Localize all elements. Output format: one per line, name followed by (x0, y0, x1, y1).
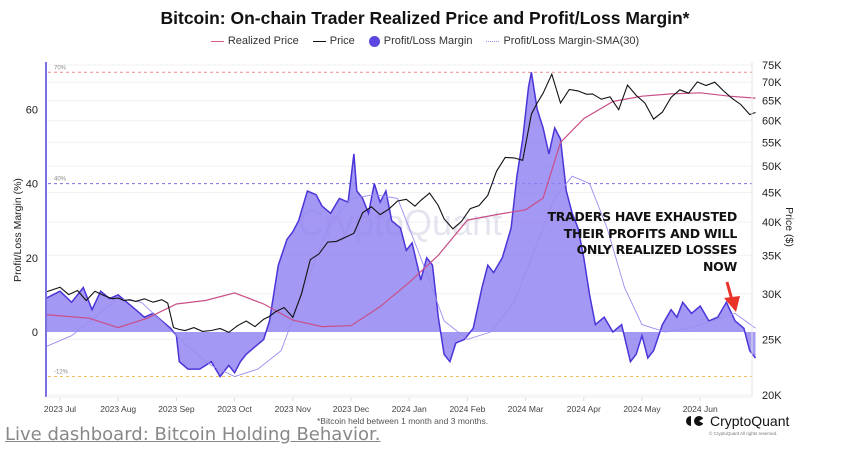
legend-item-sma30[interactable]: Profit/Loss Margin-SMA(30) (486, 35, 639, 47)
cryptoquant-logo-icon (686, 416, 704, 426)
annotation-line: TRADERS HAVE EXHAUSTED (547, 209, 738, 224)
y-right-tick-label: 55K (762, 137, 782, 149)
legend-label-profit-loss-margin: Profit/Loss Margin (383, 35, 473, 47)
y-right-tick-label: 65K (762, 96, 782, 108)
y-right-tick-label: 60K (762, 116, 782, 128)
x-tick-label: 2023 Dec (333, 404, 370, 414)
y-right-tick-label: 45K (762, 188, 782, 200)
annotation-line: NOW (703, 258, 737, 274)
annotation-line: THEIR PROFITS AND WILL (563, 225, 738, 241)
chart-title: Bitcoin: On-chain Trader Realized Price … (160, 8, 690, 28)
x-tick-label: 2023 Sep (158, 404, 195, 414)
chart-annotation: TRADERS HAVE EXHAUSTED THEIR PROFITS AND… (537, 209, 738, 275)
x-tick-label: 2023 Aug (100, 404, 136, 414)
x-tick-label: 2024 May (623, 404, 661, 414)
reference-line-label: -12% (54, 370, 69, 376)
legend-swatch-profit-loss-margin (368, 35, 380, 47)
y-left-tick-label: 20 (26, 253, 38, 265)
realized-price-line (45, 92, 756, 329)
y-right-axis-title: Price ($) (783, 207, 795, 247)
legend-item-profit-loss-margin[interactable]: Profit/Loss Margin (368, 35, 473, 47)
y-left-tick-label: 0 (32, 327, 38, 339)
annotation-arrow (724, 281, 740, 312)
x-tick-label: 2024 Feb (449, 404, 485, 414)
legend-swatch-sma30 (486, 40, 500, 42)
arrow-head-icon (724, 296, 740, 312)
reference-line-label: 40% (54, 177, 67, 183)
x-tick-label: 2024 Jan (392, 404, 427, 414)
legend-item-realized-price[interactable]: Realized Price (210, 35, 299, 47)
footnote: *Bitcoin held between 1 month and 3 mont… (317, 416, 489, 426)
copyright: © CryptoQuant All rights reserved. (709, 431, 778, 436)
x-tick-label: 2024 Apr (567, 404, 601, 414)
cryptoquant-logo: CryptoQuant (686, 413, 789, 429)
x-tick-label: 2023 Jul (44, 404, 76, 414)
grid-lines (46, 64, 752, 396)
y-left-tick-label: 60 (26, 104, 38, 116)
x-tick-label: 2024 Mar (508, 404, 544, 414)
x-tick-label: 2024 Jun (683, 404, 718, 414)
y-right-tick-label: 35K (762, 250, 782, 262)
arrow-shaft (725, 281, 734, 301)
sma30-line (45, 175, 756, 377)
y-right-tick-label: 20K (762, 390, 782, 402)
legend-swatch-realized-price (210, 40, 224, 42)
legend-label-sma30: Profit/Loss Margin-SMA(30) (503, 35, 640, 47)
legend-item-price[interactable]: Price (312, 35, 355, 47)
y-left-tick-label: 40 (26, 179, 38, 191)
reference-line-label: 70% (54, 65, 67, 71)
x-tick-label: 2023 Nov (275, 404, 312, 414)
y-right-tick-label: 50K (762, 161, 782, 173)
reference-lines: 70% 40% -12% (48, 65, 752, 378)
legend-swatch-price (312, 40, 326, 42)
axes: 0 20 40 60 20K 25K 30K 35K 40K 45K 50K 55K 60K 65K 70K… (12, 60, 795, 414)
profit-loss-area (45, 72, 756, 377)
y-right-tick-label: 40K (762, 217, 782, 229)
y-right-tick-label: 70K (762, 77, 782, 89)
price-line (45, 72, 756, 334)
annotation-line: ONLY REALIZED LOSSES (576, 242, 738, 257)
chart-legend: Realized Price Price Profit/Loss Margin … (0, 35, 850, 47)
live-dashboard-link[interactable]: Live dashboard: Bitcoin Holding Behavior… (5, 424, 381, 445)
y-left-axis-title: Profit/Loss Margin (%) (12, 178, 24, 282)
logo-text: CryptoQuant (710, 413, 790, 429)
legend-label-realized-price: Realized Price (227, 35, 299, 47)
y-right-tick-label: 30K (762, 289, 782, 301)
x-tick-label: 2023 Oct (217, 404, 252, 414)
series-group (45, 72, 757, 378)
legend-label-price: Price (329, 35, 355, 47)
y-right-tick-label: 25K (762, 334, 782, 346)
y-right-tick-label: 75K (762, 60, 782, 72)
